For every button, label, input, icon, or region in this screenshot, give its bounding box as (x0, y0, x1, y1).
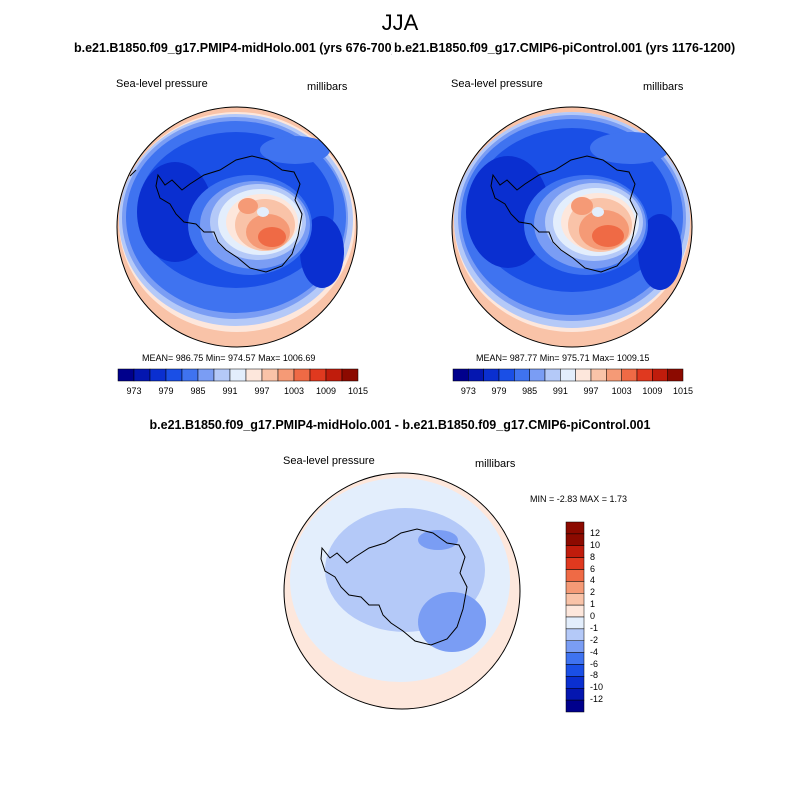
panel-right-units: millibars (643, 81, 684, 93)
colorbar-tick-label: 991 (552, 386, 568, 396)
map-left-border (116, 106, 358, 348)
diff-variable: Sea-level pressure (283, 455, 375, 467)
panel-left-stats: MEAN= 986.75 Min= 974.57 Max= 1006.69 (142, 353, 316, 363)
colorbar-tick-label: 985 (522, 386, 538, 396)
colorbar-diff-tick-label: -6 (590, 658, 599, 669)
colorbar-tick-label: 1009 (642, 386, 663, 396)
colorbar-diff-tick-label: -2 (590, 634, 599, 645)
colorbar-diff-swatch (565, 533, 585, 546)
panel-left-units: millibars (307, 81, 348, 93)
colorbar-tick-label: 1015 (347, 386, 369, 396)
colorbar-diff-tick-label: 2 (590, 587, 596, 598)
colorbar-diff-swatch (565, 699, 585, 713)
colorbar-diff-swatch (565, 557, 585, 570)
colorbar-tick-label: 985 (190, 386, 206, 396)
colorbar-tick-label: 997 (583, 386, 599, 396)
colorbar-tick-label: 1009 (315, 386, 337, 396)
colorbar-right (452, 368, 684, 382)
panel-right-stats: MEAN= 987.77 Min= 975.71 Max= 1009.15 (476, 353, 650, 363)
colorbar-diff-tick-label: -8 (590, 670, 599, 681)
colorbar-diff-swatch (565, 569, 585, 582)
colorbar-diff-swatch (565, 545, 585, 558)
colorbar-diff-swatch (565, 640, 585, 653)
colorbar-diff-tick-label: 12 (590, 527, 601, 538)
panel-right-variable: Sea-level pressure (451, 78, 543, 90)
colorbar-swatch (341, 368, 359, 382)
colorbar-tick-label: 973 (460, 386, 476, 396)
diff-units: millibars (475, 458, 516, 470)
colorbar-diff-swatch (565, 604, 585, 618)
colorbar-diff-tick-label: 0 (590, 611, 596, 621)
colorbar-left (117, 368, 359, 382)
panel-left-variable: Sea-level pressure (116, 78, 208, 90)
colorbar-diff-tick-label: -12 (590, 694, 604, 705)
colorbar-diff-swatch (565, 628, 585, 641)
colorbar-swatch (667, 368, 684, 382)
colorbar-tick-label: 979 (158, 386, 174, 396)
colorbar-diff-labels: 12 10 8 6 4 2 1 0 -1 -2 -4 -6 -8 -10 -12 (590, 522, 620, 712)
panel-left-title: b.e21.B1850.f09_g17.PMIP4-midHolo.001 (y… (74, 41, 396, 55)
map-left-coastline (155, 155, 303, 273)
colorbar-diff-swatch (565, 593, 585, 606)
colorbar-diff-swatch (565, 521, 585, 535)
colorbar-right-labels: 973 979 985 991 997 1003 1009 1015 (453, 386, 693, 398)
colorbar-diff-tick-label: 6 (590, 563, 596, 574)
diff-coastline (320, 528, 468, 646)
diff-title: b.e21.B1850.f09_g17.PMIP4-midHolo.001 - … (149, 418, 651, 432)
colorbar-tick-label: 1003 (283, 386, 305, 396)
colorbar-diff-tick-label: -10 (590, 682, 604, 693)
colorbar-diff-tick-label: 4 (590, 575, 596, 586)
panel-right-title: b.e21.B1850.f09_g17.CMIP6-piControl.001 … (392, 41, 736, 55)
figure-title: JJA (381, 10, 419, 35)
colorbar-diff-swatch (565, 616, 585, 630)
colorbar-tick-label: 973 (126, 386, 142, 396)
colorbar-diff-tick-label: 1 (590, 599, 596, 610)
colorbar-diff-tick-label: 10 (590, 539, 601, 550)
map-right-coastline (490, 155, 638, 273)
colorbar-diff-swatch (565, 688, 585, 701)
colorbar-diff-swatch (565, 581, 585, 594)
map-right-border (451, 106, 693, 348)
colorbar-tick-label: 979 (491, 386, 507, 396)
colorbar-diff-tick-label: 8 (590, 551, 596, 562)
colorbar-diff-swatch (565, 676, 585, 689)
colorbar-diff-swatch (565, 664, 585, 677)
diff-map-border (283, 472, 521, 710)
colorbar-left-labels: 973 979 985 991 997 1003 1009 1015 (118, 386, 368, 398)
colorbar-diff-swatch (565, 652, 585, 665)
diff-stats: MIN = -2.83 MAX = 1.73 (530, 494, 628, 504)
colorbar-tick-label: 1015 (672, 386, 694, 396)
colorbar-tick-label: 991 (222, 386, 238, 396)
colorbar-diff-tick-label: -4 (590, 646, 599, 657)
colorbar-tick-label: 997 (254, 386, 270, 396)
colorbar-diff (565, 521, 585, 713)
colorbar-tick-label: 1003 (611, 386, 632, 396)
colorbar-diff-tick-label: -1 (590, 622, 599, 633)
